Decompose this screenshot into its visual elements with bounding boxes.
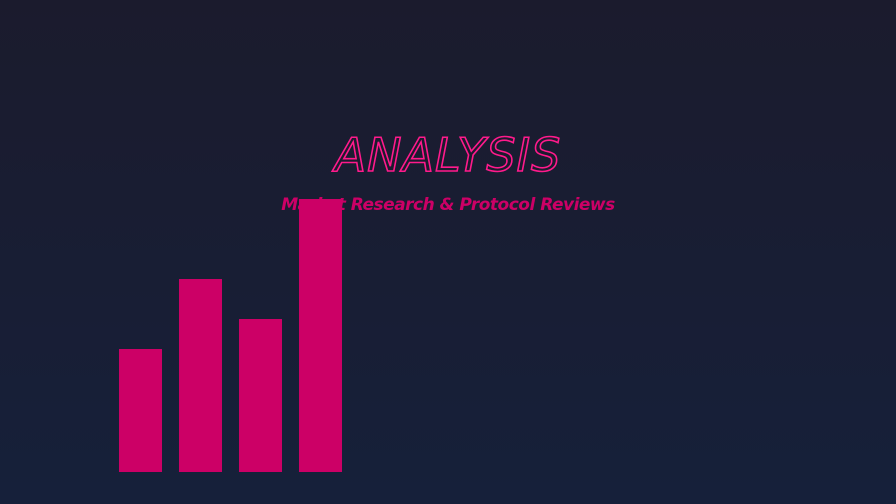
bar-graphic [119,199,342,472]
decor-bar [299,199,342,472]
decor-bar [179,279,222,472]
decor-bar [239,319,282,472]
decor-bar [119,349,162,472]
title: ANALYSIS [332,128,562,182]
subtitle: Market Research & Protocol Reviews [281,195,615,215]
